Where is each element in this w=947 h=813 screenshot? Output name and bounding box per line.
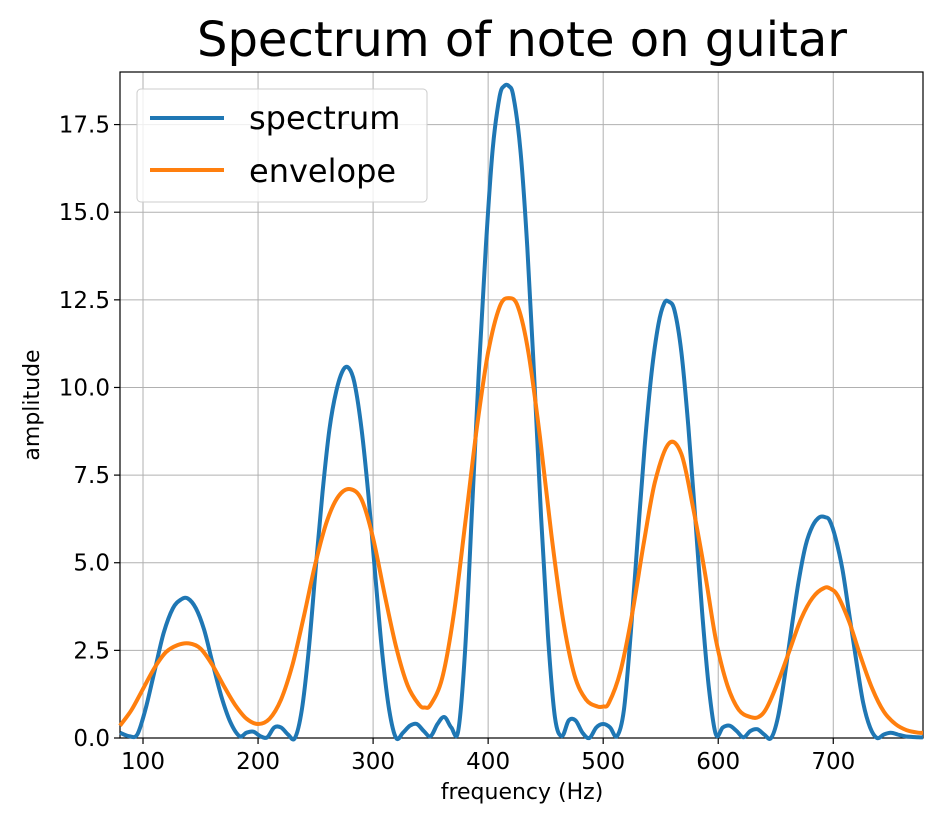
series-line-envelope (118, 296, 924, 735)
x-tick-label: 100 (121, 749, 165, 775)
y-tick-label: 5.0 (73, 551, 110, 577)
x-tick-label: 700 (811, 749, 855, 775)
legend-label-envelope: envelope (249, 152, 396, 190)
x-tick-label: 300 (351, 749, 395, 775)
x-tick-label: 200 (236, 749, 280, 775)
tick-layer: 100 200 300 400 500 600 700 0.0 2.5 5.0 7.5 10.0 12.… (59, 113, 855, 775)
x-tick-label: 500 (581, 749, 625, 775)
y-axis-label: amplitude (20, 349, 45, 460)
y-tick-label: 15.0 (59, 200, 110, 226)
legend: spectrum envelope (136, 88, 428, 203)
grid-layer (120, 72, 923, 739)
series-layer (118, 82, 924, 742)
y-tick-label: 12.5 (59, 288, 110, 314)
chart-title: Spectrum of note on guitar (197, 12, 847, 68)
y-tick-label: 2.5 (73, 638, 110, 664)
y-tick-label: 17.5 (59, 113, 110, 139)
y-tick-label: 10.0 (59, 375, 110, 401)
y-tick-label: 0.0 (73, 726, 110, 752)
y-tick-label: 7.5 (73, 463, 110, 489)
x-tick-label: 400 (466, 749, 510, 775)
plot-area (119, 71, 924, 739)
series-line-spectrum (119, 82, 924, 742)
x-tick-label: 600 (696, 749, 740, 775)
legend-label-spectrum: spectrum (249, 99, 400, 137)
x-axis-label: frequency (Hz) (441, 780, 604, 805)
